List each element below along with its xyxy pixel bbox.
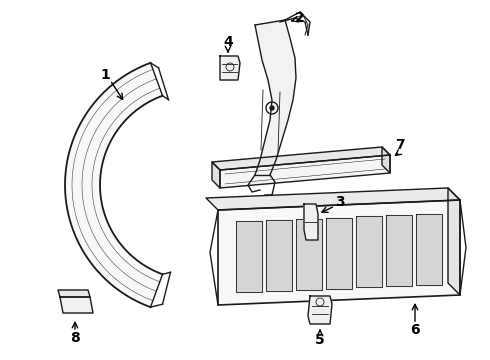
- Polygon shape: [416, 214, 442, 285]
- Polygon shape: [356, 216, 382, 287]
- Text: 4: 4: [223, 35, 233, 49]
- Polygon shape: [220, 56, 240, 80]
- Polygon shape: [386, 215, 412, 286]
- Text: 2: 2: [295, 11, 305, 25]
- Polygon shape: [220, 155, 390, 188]
- Text: 7: 7: [395, 138, 405, 152]
- Polygon shape: [255, 20, 296, 175]
- Polygon shape: [60, 297, 93, 313]
- Polygon shape: [212, 147, 390, 170]
- Text: 8: 8: [70, 331, 80, 345]
- Polygon shape: [58, 290, 90, 297]
- Polygon shape: [218, 200, 460, 305]
- Circle shape: [270, 106, 274, 110]
- Polygon shape: [206, 188, 460, 210]
- Polygon shape: [382, 147, 390, 173]
- Polygon shape: [448, 188, 460, 295]
- Polygon shape: [266, 220, 292, 291]
- Polygon shape: [212, 162, 220, 188]
- Polygon shape: [308, 296, 332, 324]
- Polygon shape: [304, 204, 318, 240]
- Polygon shape: [326, 217, 352, 288]
- Text: 1: 1: [100, 68, 110, 82]
- Polygon shape: [296, 219, 322, 290]
- Text: 3: 3: [335, 195, 345, 209]
- Text: 6: 6: [410, 323, 420, 337]
- Polygon shape: [65, 63, 163, 307]
- Polygon shape: [236, 221, 262, 292]
- Text: 5: 5: [315, 333, 325, 347]
